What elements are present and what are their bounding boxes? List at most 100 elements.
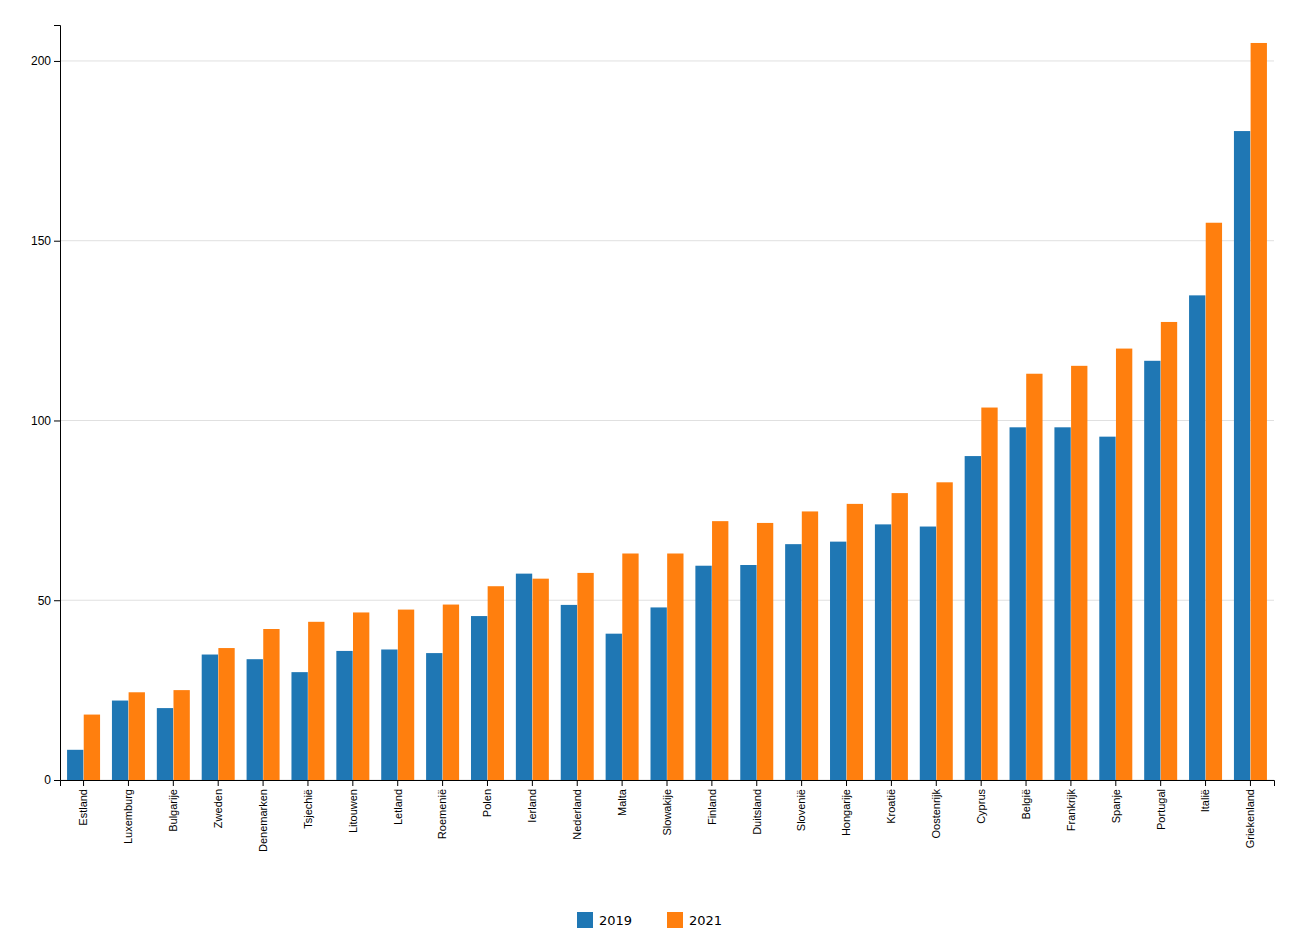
- x-tick-mark: [622, 780, 623, 786]
- bar: [875, 524, 891, 780]
- x-tick: België: [1020, 780, 1032, 820]
- bar: [1116, 349, 1132, 780]
- x-tick-mark: [667, 780, 668, 786]
- x-tick: Hongarije: [840, 780, 852, 836]
- x-tick: Frankrijk: [1065, 780, 1077, 831]
- x-tick-label: Litouwen: [347, 789, 359, 833]
- bar: [1189, 295, 1205, 780]
- x-tick: Finland: [706, 780, 718, 825]
- x-tick-mark: [936, 780, 937, 786]
- x-axis-line: [61, 781, 1275, 787]
- x-tick-mark: [263, 780, 264, 786]
- x-tick-mark: [532, 780, 533, 786]
- x-tick-mark: [981, 780, 982, 786]
- bar: [471, 616, 487, 780]
- x-tick-label: Griekenland: [1244, 789, 1256, 848]
- x-tick: Oostenrijk: [930, 780, 942, 839]
- bar: [291, 672, 307, 780]
- bar: [173, 690, 189, 780]
- x-tick-mark: [1115, 780, 1116, 786]
- bar: [1251, 43, 1267, 780]
- x-tick: Zweden: [212, 780, 224, 828]
- x-tick-mark: [1026, 780, 1027, 786]
- x-tick-label: Oostenrijk: [930, 789, 942, 839]
- legend-swatch: [667, 912, 683, 928]
- y-tick-mark: [54, 420, 60, 421]
- x-tick-mark: [352, 780, 353, 786]
- x-tick: Letland: [392, 780, 404, 825]
- x-tick-mark: [218, 780, 219, 786]
- bar: [740, 565, 756, 780]
- x-tick-mark: [801, 780, 802, 786]
- grid-line: [60, 600, 1274, 601]
- x-tick: Malta: [616, 780, 628, 816]
- x-tick-label: Cyprus: [975, 789, 987, 824]
- bar: [353, 612, 369, 780]
- y-tick: 150: [31, 234, 60, 248]
- y-tick-label: 0: [44, 773, 51, 787]
- bar: [606, 634, 622, 780]
- y-tick-label: 100: [31, 414, 51, 428]
- bar: [443, 605, 459, 780]
- bar: [1144, 361, 1160, 780]
- x-tick: Nederland: [571, 780, 583, 840]
- x-tick: Denemarken: [257, 780, 269, 852]
- x-tick-mark: [1160, 780, 1161, 786]
- y-axis-line: [54, 26, 61, 781]
- bar-series: [67, 131, 1250, 780]
- x-tick-label: Letland: [392, 789, 404, 825]
- x-tick-label: Roemenië: [436, 789, 448, 839]
- bar: [308, 622, 324, 780]
- x-tick: Tsjechië: [302, 780, 314, 829]
- x-tick-label: Nederland: [571, 789, 583, 840]
- bar: [488, 586, 504, 780]
- grid-line: [60, 420, 1274, 421]
- x-tick-label: Hongarije: [840, 789, 852, 836]
- y-tick-label: 150: [31, 234, 51, 248]
- x-tick-label: Zweden: [212, 789, 224, 828]
- x-tick-label: Denemarken: [257, 789, 269, 852]
- bars: [67, 43, 1267, 780]
- bar: [336, 651, 352, 780]
- x-tick: Luxemburg: [122, 780, 134, 844]
- x-tick: Roemenië: [436, 780, 448, 839]
- legend-label: 2019: [599, 913, 632, 928]
- x-tick: Slowakije: [661, 780, 673, 835]
- chart: 050100150200EstlandLuxemburgBulgarijeZwe…: [0, 0, 1299, 950]
- bar: [577, 573, 593, 780]
- y-tick-label: 50: [38, 594, 52, 608]
- x-tick-label: Bulgarije: [167, 789, 179, 832]
- x-tick-mark: [1205, 780, 1206, 786]
- x-tick-label: Duitsland: [751, 789, 763, 835]
- x-tick-mark: [577, 780, 578, 786]
- x-tick-mark: [173, 780, 174, 786]
- bar: [920, 527, 936, 780]
- bar: [847, 504, 863, 780]
- bar: [695, 566, 711, 780]
- x-tick-mark: [442, 780, 443, 786]
- bar-series: [84, 43, 1267, 780]
- bar: [1099, 437, 1115, 780]
- bar: [622, 554, 638, 781]
- x-tick-mark: [711, 780, 712, 786]
- x-tick: Griekenland: [1244, 780, 1256, 848]
- x-tick: Litouwen: [347, 780, 359, 833]
- bar: [1071, 366, 1087, 780]
- x-tick-label: Slowakije: [661, 789, 673, 835]
- x-tick-mark: [487, 780, 488, 786]
- x-tick-mark: [1070, 780, 1071, 786]
- bar: [785, 544, 801, 780]
- bar: [1026, 374, 1042, 780]
- bar: [112, 701, 128, 780]
- grid: [60, 61, 1274, 780]
- bar: [830, 542, 846, 780]
- bar: [802, 511, 818, 780]
- x-tick-label: Estland: [77, 789, 89, 826]
- x-tick: Bulgarije: [167, 780, 179, 832]
- bar: [757, 523, 773, 780]
- x-tick: Slovenië: [795, 780, 807, 831]
- x-tick-label: Luxemburg: [122, 789, 134, 844]
- bar: [651, 607, 667, 780]
- x-tick-mark: [83, 780, 84, 786]
- bar: [892, 493, 908, 780]
